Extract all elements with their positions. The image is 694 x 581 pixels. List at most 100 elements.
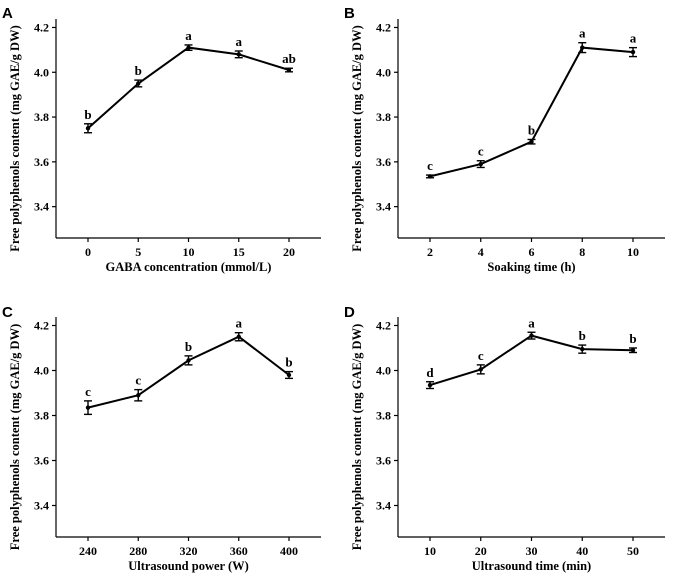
- significance-label: a: [630, 31, 637, 46]
- significance-label: c: [85, 384, 91, 399]
- data-point: [186, 358, 191, 363]
- x-tick-label: 20: [283, 245, 295, 259]
- x-tick-label: 320: [180, 544, 198, 558]
- significance-label: b: [285, 355, 292, 370]
- significance-label: ab: [282, 51, 296, 66]
- y-axis-title: Free polyphenols content (mg GAE/g DW): [350, 324, 364, 551]
- significance-label: c: [478, 348, 484, 363]
- y-axis-title: Free polyphenols content (mg GAE/g DW): [8, 25, 22, 252]
- significance-label: d: [426, 365, 434, 380]
- x-tick-label: 5: [135, 245, 141, 259]
- y-tick-label: 4.2: [376, 20, 391, 34]
- significance-label: b: [629, 331, 636, 346]
- data-point: [478, 367, 483, 372]
- y-tick-label: 4.0: [376, 65, 391, 79]
- data-point: [85, 126, 91, 131]
- data-point: [529, 333, 534, 338]
- y-tick-label: 3.6: [376, 454, 391, 468]
- significance-label: a: [579, 26, 586, 41]
- chart-panel-a: A 3.4 3.6 3.8 4.0 4.2 0 5 10 15 20 GABA concentrati…: [2, 5, 321, 274]
- data-point: [85, 405, 91, 410]
- y-tick-label: 3.4: [34, 200, 49, 214]
- significance-label: a: [185, 28, 192, 43]
- data-point: [580, 45, 585, 50]
- series-line: [429, 46, 634, 178]
- x-tick-label: 4: [478, 245, 484, 259]
- chart-panel-d: D 3.4 3.6 3.8 4.0 4.2 10 20 30 40 50 Ultrasound tim…: [344, 304, 665, 573]
- significance-label: b: [84, 107, 91, 122]
- x-tick-label: 8: [579, 245, 585, 259]
- series-line: [429, 334, 634, 387]
- x-tick-label: 10: [424, 544, 436, 558]
- y-tick-label: 4.0: [376, 364, 391, 378]
- data-point: [427, 382, 433, 388]
- data-point: [529, 139, 534, 144]
- y-tick-label: 3.6: [34, 155, 49, 169]
- y-tick-label: 4.0: [34, 364, 49, 378]
- data-point: [630, 348, 636, 353]
- x-axis-title: GABA concentration (mmol/L): [106, 260, 272, 274]
- x-tick-label: 6: [529, 245, 535, 259]
- y-tick-label: 3.4: [376, 200, 391, 214]
- data-point: [478, 161, 483, 167]
- data-point: [286, 372, 292, 378]
- x-tick-label: 280: [129, 544, 147, 558]
- x-tick-label: 15: [233, 245, 245, 259]
- y-tick-label: 3.8: [376, 409, 391, 423]
- data-point: [236, 334, 241, 339]
- panel-letter: A: [2, 5, 13, 22]
- x-tick-label: 360: [230, 544, 248, 558]
- y-tick-label: 3.8: [34, 110, 49, 124]
- y-tick-label: 4.2: [376, 319, 391, 333]
- y-axis-title: Free polyphenols content (mg GAE/g DW): [8, 324, 22, 551]
- y-tick-label: 3.4: [376, 499, 391, 513]
- data-point: [236, 52, 241, 57]
- x-tick-label: 10: [183, 245, 195, 259]
- chart-panel-b: B 3.4 3.6 3.8 4.0 4.2 2 4 6 8 10 Soaking time (h) Fr…: [344, 5, 665, 274]
- x-tick-label: 30: [526, 544, 538, 558]
- significance-label: c: [478, 144, 484, 159]
- y-tick-label: 3.6: [376, 155, 391, 169]
- x-tick-label: 50: [627, 544, 639, 558]
- panel-letter: C: [2, 304, 13, 321]
- data-point: [630, 49, 636, 55]
- x-axis-title: Soaking time (h): [487, 260, 575, 274]
- significance-label: c: [427, 158, 433, 173]
- data-point: [136, 81, 141, 86]
- y-tick-label: 4.2: [34, 20, 49, 34]
- data-point: [427, 174, 433, 179]
- data-point: [580, 346, 585, 352]
- x-tick-label: 40: [576, 544, 588, 558]
- significance-label: a: [236, 34, 243, 49]
- panel-letter: D: [344, 304, 355, 321]
- significance-label: c: [135, 373, 141, 388]
- x-axis-title: Ultrasound time (min): [472, 559, 591, 573]
- data-point: [286, 67, 292, 73]
- x-tick-label: 10: [627, 245, 639, 259]
- data-point: [186, 45, 191, 50]
- y-axis-title: Free polyphenols content (mg GAE/g DW): [350, 25, 364, 252]
- series-line: [87, 46, 290, 130]
- significance-label: a: [528, 315, 535, 330]
- significance-label: b: [185, 339, 192, 354]
- significance-label: b: [579, 328, 586, 343]
- y-tick-label: 3.4: [34, 499, 49, 513]
- y-tick-label: 3.6: [34, 454, 49, 468]
- significance-label: b: [135, 63, 142, 78]
- x-tick-label: 400: [280, 544, 298, 558]
- y-tick-label: 4.0: [34, 65, 49, 79]
- x-tick-label: 20: [475, 544, 487, 558]
- y-tick-label: 3.8: [376, 110, 391, 124]
- x-axis-title: Ultrasound power (W): [128, 559, 249, 573]
- x-tick-label: 2: [427, 245, 433, 259]
- x-tick-label: 0: [85, 245, 91, 259]
- significance-label: b: [528, 122, 535, 137]
- data-point: [136, 393, 141, 398]
- x-tick-label: 240: [79, 544, 97, 558]
- y-tick-label: 4.2: [34, 319, 49, 333]
- chart-panel-c: C 3.4 3.6 3.8 4.0 4.2 240 280 320 360 400 Ultrasoun…: [2, 304, 321, 573]
- significance-label: a: [236, 316, 243, 331]
- y-tick-label: 3.8: [34, 409, 49, 423]
- panel-letter: B: [344, 5, 355, 22]
